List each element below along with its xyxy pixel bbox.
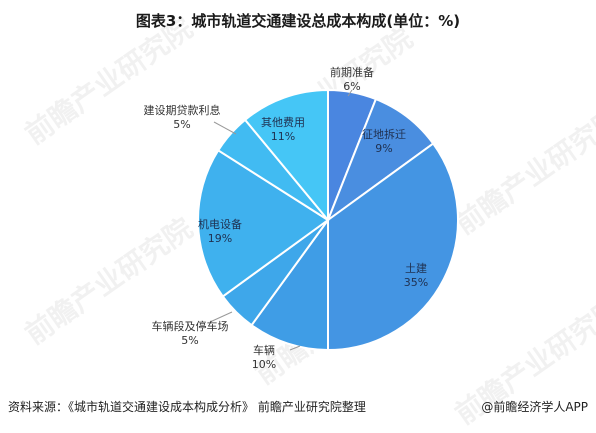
slice-value-label: 10% <box>252 358 276 371</box>
slice-label: 其他费用 <box>261 116 305 129</box>
pie-slice <box>243 88 329 223</box>
slice-label: 前期准备 <box>330 65 374 79</box>
slice-label: 机电设备 <box>198 217 242 231</box>
slice-value-label: 6% <box>343 80 360 93</box>
leader-line <box>289 345 301 351</box>
slice-labels: 前期准备6%征地拆迁9%土建35%车辆10%车辆段及停车场5%机电设备19%建设… <box>144 65 429 371</box>
brand-label: @前瞻经济学人APP <box>481 400 588 414</box>
leader-lines <box>209 89 353 351</box>
slice-value-label: 11% <box>271 130 295 143</box>
source-note: 资料来源：《城市轨道交通建设成本构成分析》 前瞻产业研究院整理 <box>8 400 366 414</box>
pie-slice <box>250 216 329 352</box>
pie-slice <box>197 148 330 298</box>
slice-label: 征地拆迁 <box>362 127 406 141</box>
chart-title: 图表3：城市轨道交通建设总成本构成(单位：%) <box>135 12 461 30</box>
slice-label: 车辆 <box>253 343 275 357</box>
slice-label: 建设期贷款利息 <box>144 103 221 117</box>
leader-line <box>347 89 353 97</box>
slice-value-label: 35% <box>404 276 428 289</box>
slice-label: 土建 <box>405 261 427 275</box>
pie-slices <box>197 88 459 352</box>
slice-value-label: 5% <box>181 334 198 347</box>
pie-slice <box>327 142 459 352</box>
slice-label: 车辆段及停车场 <box>152 319 229 333</box>
leader-line <box>209 311 233 323</box>
slice-value-label: 19% <box>208 232 232 245</box>
slice-value-label: 9% <box>375 142 392 155</box>
slice-value-label: 5% <box>173 118 190 131</box>
leader-line <box>213 121 237 135</box>
